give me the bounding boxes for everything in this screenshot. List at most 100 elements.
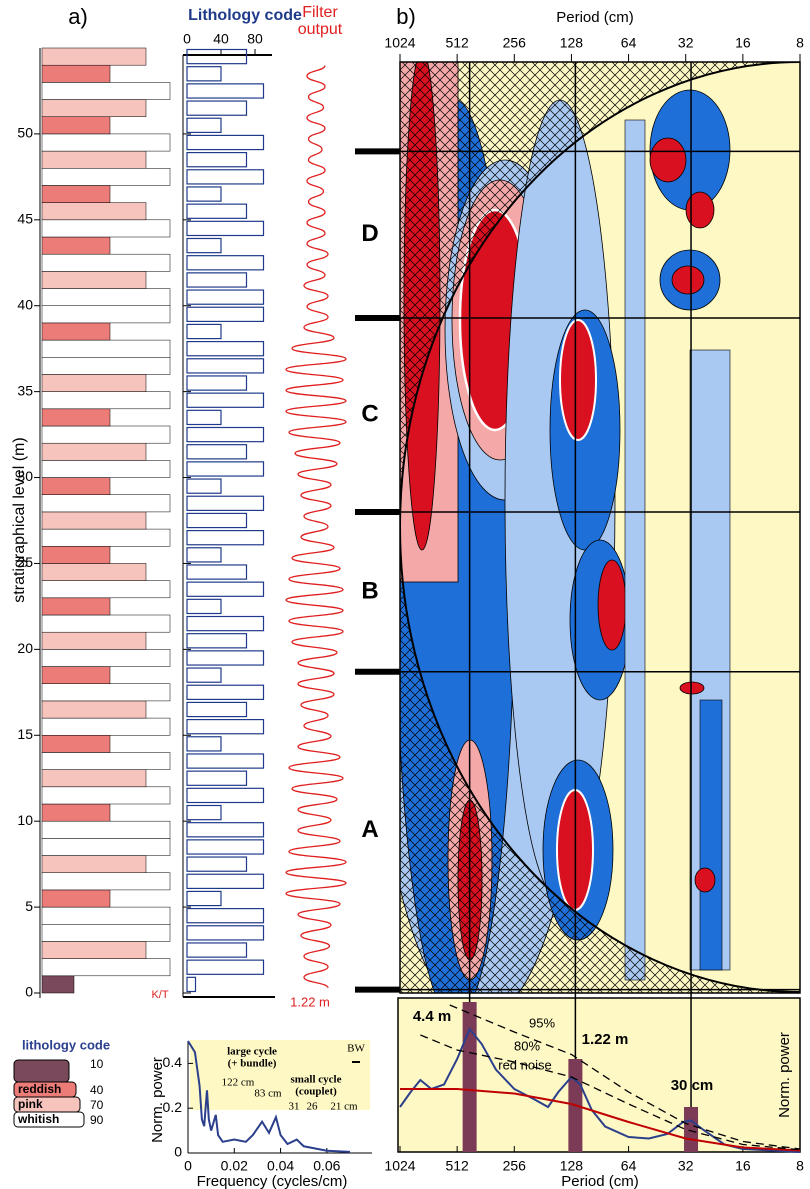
annotation: 1.22 m <box>290 994 330 1009</box>
x-tick-label: 32 <box>678 35 694 51</box>
x-tick-label: 64 <box>621 35 637 51</box>
legend-value: 90 <box>90 1113 104 1127</box>
spectrum-line <box>399 1027 801 1153</box>
lithology-bar <box>186 306 265 323</box>
lithology-layer <box>41 820 171 839</box>
y-tick-label: 0.4 <box>163 1054 183 1070</box>
x-tick-label: 64 <box>621 1158 637 1174</box>
lithology-layer <box>41 47 147 66</box>
legend-value: 10 <box>90 1057 104 1071</box>
x-tick-label: 80 <box>247 31 263 47</box>
legend-label: reddish <box>18 1082 61 1096</box>
x-tick-label: 0.04 <box>267 1158 294 1174</box>
lithology-layer <box>41 305 171 324</box>
lithology-layer <box>41 769 147 788</box>
lithology-layer <box>41 872 171 891</box>
x-tick-label: 0.06 <box>313 1158 340 1174</box>
lithology-layer <box>41 563 147 581</box>
lithology-layer <box>41 425 171 444</box>
lithology-layer <box>41 700 147 719</box>
x-axis-label: Period (cm) <box>556 9 634 26</box>
lithology-bar <box>186 237 222 254</box>
lithology-layer <box>41 322 111 341</box>
lithology-bar <box>186 169 265 185</box>
annotation: (couplet) <box>295 1086 337 1098</box>
series-label: 95% <box>529 1015 555 1030</box>
lithology-bar <box>186 718 265 735</box>
lithology-bar <box>186 255 265 271</box>
lithology-bar <box>186 478 222 494</box>
lithology-bar <box>186 804 222 821</box>
x-tick-label: 1024 <box>384 1158 415 1174</box>
chart-title: Lithology code <box>188 7 302 24</box>
y-tick-label: 0 <box>174 1144 182 1160</box>
lithology-layer <box>41 99 147 117</box>
lithology-layer <box>41 271 147 289</box>
lithology-bar <box>186 66 222 82</box>
lithology-bar <box>186 684 265 701</box>
lithology-layer <box>41 580 171 599</box>
x-tick-label: 16 <box>735 1158 751 1174</box>
lithology-bar <box>186 461 265 477</box>
x-tick-label: 32 <box>678 1158 694 1174</box>
legend-swatch <box>13 1059 70 1083</box>
y-tick-label: 40 <box>17 296 33 312</box>
peak-label: 1.22 m <box>582 1031 629 1048</box>
lithology-bar <box>186 822 265 838</box>
lithology-bar <box>186 890 222 907</box>
panel-label: b) <box>396 4 416 29</box>
y-axis-label: Norm. power <box>776 1032 793 1118</box>
lithology-bar <box>186 564 248 580</box>
lithology-bar <box>186 598 222 615</box>
annotation: small cycle <box>290 1074 341 1086</box>
lithology-bar <box>186 426 265 443</box>
lithology-bar <box>186 615 265 632</box>
annotation: 122 cm <box>222 1077 255 1089</box>
lithology-bar <box>186 220 265 237</box>
lithology-layer <box>41 219 171 238</box>
annotation: large cycle <box>227 1046 277 1058</box>
peak-bar <box>462 1002 477 1152</box>
peak-label: 4.4 m <box>413 1008 451 1025</box>
x-axis-label: Period (cm) <box>561 1173 639 1189</box>
lithology-layer <box>41 133 171 152</box>
y-tick-label: 0 <box>25 984 33 1000</box>
lithology-layer <box>41 649 171 667</box>
x-tick-label: 512 <box>445 1158 469 1174</box>
y-tick-label: 0.2 <box>163 1099 183 1115</box>
lithology-bar <box>186 547 222 563</box>
lithology-bar <box>186 787 265 804</box>
lithology-bar <box>186 340 265 357</box>
x-tick-label: 256 <box>503 35 527 51</box>
legend-swatch <box>13 1111 85 1128</box>
lithology-bar <box>186 976 197 993</box>
y-axis-label: Norm. power <box>149 1057 166 1143</box>
lithology-layer <box>41 494 171 513</box>
spectrum-line <box>400 1088 801 1152</box>
y-axis-label: stratigraphical level (m) <box>11 437 28 602</box>
lithology-bar <box>186 633 248 649</box>
y-tick-label: 25 <box>17 554 33 570</box>
lithology-layer <box>41 906 171 925</box>
peak-bar <box>684 1107 699 1152</box>
lithology-layer <box>41 236 111 255</box>
lithology-layer <box>41 357 171 375</box>
lithology-bar <box>186 873 265 890</box>
lithology-layer <box>41 735 111 753</box>
zone-label: C <box>361 400 378 427</box>
lithology-layer <box>41 717 171 736</box>
lithology-bar <box>186 323 222 340</box>
x-tick-label: 512 <box>445 35 469 51</box>
legend-title: lithology code <box>22 1037 110 1052</box>
spectrum-line <box>187 1040 351 1153</box>
lithology-layer <box>41 288 171 306</box>
y-tick-label: 50 <box>17 125 33 141</box>
lithology-bar <box>186 907 265 924</box>
x-tick-label: 8 <box>796 35 804 51</box>
lithology-bar <box>186 770 248 786</box>
lithology-bar <box>186 134 265 151</box>
lithology-layer <box>41 64 111 83</box>
x-tick-label: 0.02 <box>221 1158 248 1174</box>
lithology-bar <box>186 48 248 65</box>
